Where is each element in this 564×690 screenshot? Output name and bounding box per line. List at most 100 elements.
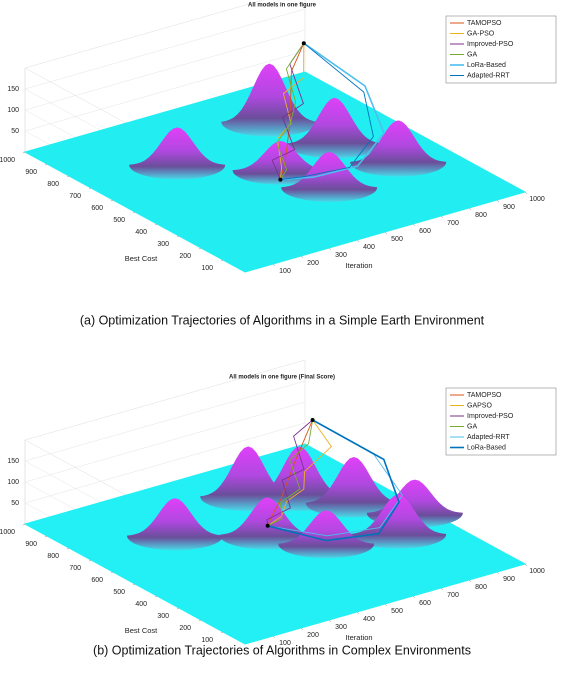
z-tick-label: 50 [11,128,19,135]
chart-title: All models in one figure (Final Score) [229,375,335,381]
y-tick [132,211,136,214]
y-tick-label: 600 [91,205,103,212]
y-tick-label: 100 [201,265,213,272]
trajectory [266,419,313,526]
x-axis-label: Iteration [345,261,372,270]
caption: (b) Optimization Trajectories of Algorit… [93,643,471,657]
y-axis-label: Best Cost [125,254,158,263]
legend-label: Adapted-RRT [467,434,510,441]
peak [127,498,224,551]
y-tick [198,619,202,622]
y-tick-label: 400 [135,601,147,608]
x-tick-label: 200 [307,260,319,267]
x-tick-label: 600 [419,228,431,235]
x-tick [272,263,276,267]
y-tick [88,559,92,562]
x-tick [440,587,444,591]
legend-label: TAMOPSO [467,20,502,27]
x-tick-label: 300 [335,252,347,259]
legend-box [445,15,557,84]
y-axis-label: Best Cost [125,626,158,635]
legend-label: Improved-PSO [467,413,514,420]
trajectory [276,42,305,180]
y-tick [66,547,70,550]
x-tick [384,603,388,607]
x-tick [496,571,500,575]
y-tick [220,631,224,634]
x-tick-label: 100 [279,640,291,647]
x-tick [328,619,332,623]
z-tick-label: 150 [7,86,19,93]
x-tick-label: 900 [503,576,515,583]
x-tick-label: 500 [391,236,403,243]
trajectory [279,43,305,180]
y-tick-label: 1000 [0,157,15,164]
x-tick-label: 700 [447,220,459,227]
trajectory [267,419,314,526]
trajectory [280,42,385,181]
y-tick-label: 700 [69,193,81,200]
x-tick [412,223,416,227]
endpoint [278,177,283,182]
z-tick-label: 150 [7,458,19,465]
z-tick-label: 100 [7,107,19,114]
y-tick-label: 800 [47,181,59,188]
peak [129,127,226,180]
x-tick [300,627,304,631]
panel: 50 100 150 100 200 300 400 500 600 700 800 900 1000 1… [0,0,557,327]
panel: 50 100 150 100 200 300 400 500 600 700 800 900 1000 1… [0,359,557,657]
x-tick-label: 200 [307,632,319,639]
x-tick-label: 800 [475,584,487,591]
endpoint [265,523,270,528]
x-tick [468,579,472,583]
y-tick-label: 600 [91,577,103,584]
z-tick-label: 100 [7,479,19,486]
peak [278,510,375,559]
x-tick-label: 1000 [529,568,545,575]
legend-label: GA [467,423,477,430]
trajectory [280,42,374,181]
y-tick-label: 1000 [0,529,15,536]
y-tick [44,163,48,166]
y-tick [88,187,92,190]
legend-label: GA [467,51,477,58]
y-tick [154,595,158,598]
x-tick-label: 800 [475,212,487,219]
legend-label: Adapted-RRT [467,72,510,79]
y-tick-label: 900 [25,541,37,548]
x-tick-label: 300 [335,624,347,631]
x-tick [328,247,332,251]
legend-label: GAPSO [467,402,492,409]
y-tick [110,571,114,574]
y-tick [176,607,180,610]
endpoint [301,41,306,46]
peak [350,120,447,177]
peak [281,151,378,202]
y-tick [198,247,202,250]
x-tick [440,215,444,219]
legend-box [445,387,557,456]
x-tick-label: 900 [503,204,515,211]
legend-label: Improved-PSO [467,41,514,48]
y-tick-label: 500 [113,589,125,596]
x-tick-label: 400 [363,244,375,251]
caption: (a) Optimization Trajectories of Algorit… [80,313,485,327]
x-tick [524,563,528,567]
x-tick-label: 500 [391,608,403,615]
peak [221,63,318,137]
peak [305,457,402,518]
y-tick [154,223,158,226]
x-tick [272,635,276,639]
y-tick-label: 200 [179,253,191,260]
x-tick-label: 1000 [529,196,545,203]
x-tick [356,239,360,243]
legend-label: LoRa-Based [467,444,506,451]
x-tick [384,231,388,235]
y-tick [110,199,114,202]
y-tick [44,535,48,538]
peak [286,97,383,159]
y-tick-label: 200 [179,625,191,632]
y-tick-label: 100 [201,637,213,644]
legend-label: GA-PSO [467,30,495,37]
